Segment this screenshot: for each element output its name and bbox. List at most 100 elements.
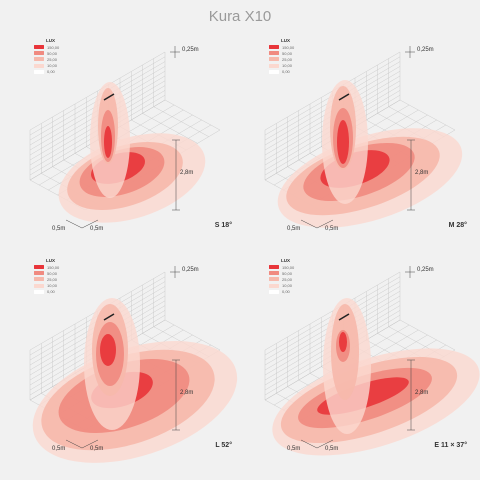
legend-value: 150,00	[47, 264, 60, 270]
dim-height: 2,8m	[180, 170, 194, 176]
legend-item: 50,00	[34, 270, 59, 276]
legend-value: 10,00	[282, 63, 293, 69]
dim-grid-left: 0,5m	[52, 226, 66, 232]
dim-grid-right: 0,5m	[325, 226, 339, 232]
luminaire	[338, 313, 350, 321]
legend-item: 25,00	[34, 56, 59, 62]
dim-grid-right: 0,5m	[90, 446, 104, 452]
legend-value: 50,00	[282, 270, 293, 276]
legend-item: 0,00	[269, 289, 294, 295]
legend-value: 25,00	[47, 56, 58, 62]
legend-value: 25,00	[47, 276, 58, 282]
legend-swatch	[269, 57, 279, 62]
legend-value: 150,00	[47, 44, 60, 50]
legend-item: 50,00	[269, 50, 294, 56]
legend-value: 0,00	[47, 289, 55, 295]
legend-swatch	[269, 277, 279, 282]
legend-value: 10,00	[47, 63, 58, 69]
beam-angle-label: M 28°	[448, 222, 467, 229]
legend-item: 50,00	[269, 270, 294, 276]
legend-item: 150,00	[34, 44, 59, 50]
legend-item: 150,00	[269, 264, 294, 270]
legend-value: 150,00	[282, 264, 295, 270]
diagram-svg	[264, 46, 463, 229]
diagram-panel-e: LUX 150,00 50,00 25,00 10,00 0,00 0,25m 2,8m 0,5…	[245, 250, 480, 470]
legend-swatch	[34, 265, 44, 270]
lux-legend: LUX 150,00 50,00 25,00 10,00 0,00	[269, 258, 294, 295]
legend-item: 10,00	[269, 283, 294, 289]
legend-swatch	[34, 283, 44, 288]
legend-value: 150,00	[282, 44, 295, 50]
legend-swatch	[269, 289, 279, 294]
legend-value: 10,00	[47, 283, 58, 289]
legend-swatch	[34, 69, 44, 74]
legend-item: 25,00	[269, 276, 294, 282]
dim-height: 2,8m	[415, 390, 429, 396]
wall-light-150	[100, 334, 116, 366]
legend-swatch	[34, 277, 44, 282]
legend-swatch	[269, 265, 279, 270]
legend-swatch	[34, 271, 44, 276]
dim-grid-left: 0,5m	[287, 446, 301, 452]
diagram-svg	[264, 266, 480, 456]
lux-legend: LUX 150,00 50,00 25,00 10,00 0,00	[269, 38, 294, 75]
legend-swatch	[269, 69, 279, 74]
legend-item: 25,00	[34, 276, 59, 282]
legend-swatch	[34, 51, 44, 56]
legend-item: 50,00	[34, 50, 59, 56]
legend-swatch	[34, 45, 44, 50]
wall-light-150	[339, 332, 347, 352]
lux-legend: LUX 150,00 50,00 25,00 10,00 0,00	[34, 258, 59, 295]
dim-top-offset: 0,25m	[417, 47, 434, 53]
legend-value: 0,00	[282, 289, 290, 295]
diagram-panel-l: LUX 150,00 50,00 25,00 10,00 0,00 0,25m 2,8m 0,5…	[10, 250, 240, 470]
dimension-lines	[65, 46, 180, 229]
legend-item: 150,00	[269, 44, 294, 50]
legend-item: 0,00	[34, 289, 59, 295]
legend-title: LUX	[46, 258, 55, 263]
legend-swatch	[34, 63, 44, 68]
dimension-lines	[300, 266, 415, 449]
legend-title: LUX	[281, 258, 290, 263]
dim-top-offset: 0,25m	[182, 267, 199, 273]
legend-item: 25,00	[269, 56, 294, 62]
legend-value: 50,00	[47, 50, 58, 56]
legend-title: LUX	[281, 38, 290, 43]
luminaire	[338, 93, 350, 101]
page-title: Kura X10	[208, 8, 272, 25]
wall-light-150	[104, 126, 112, 158]
legend-swatch	[269, 63, 279, 68]
legend-value: 50,00	[47, 270, 58, 276]
dim-grid-right: 0,5m	[325, 446, 339, 452]
legend-value: 25,00	[282, 56, 293, 62]
legend-item: 10,00	[269, 63, 294, 69]
legend-swatch	[269, 271, 279, 276]
legend-value: 0,00	[47, 69, 55, 75]
diagram-svg	[29, 266, 238, 463]
beam-angle-label: L 52°	[215, 442, 232, 449]
legend-item: 150,00	[34, 264, 59, 270]
legend-item: 0,00	[269, 69, 294, 75]
beam-angle-label: S 18°	[214, 222, 232, 229]
legend-swatch	[269, 45, 279, 50]
dim-height: 2,8m	[180, 390, 194, 396]
legend-item: 10,00	[34, 283, 59, 289]
diagram-panel-s: LUX 150,00 50,00 25,00 10,00 0,00 0,25m 2,8m 0,5…	[10, 30, 240, 250]
dimension-lines	[65, 266, 180, 449]
dim-grid-left: 0,5m	[52, 446, 66, 452]
diagram-svg	[29, 46, 221, 229]
legend-title: LUX	[46, 38, 55, 43]
legend-value: 50,00	[282, 50, 293, 56]
dim-grid-left: 0,5m	[287, 226, 301, 232]
dim-grid-right: 0,5m	[90, 226, 104, 232]
luminaire	[103, 313, 115, 321]
legend-item: 0,00	[34, 69, 59, 75]
legend-swatch	[269, 51, 279, 56]
dimension-lines	[300, 46, 415, 229]
lux-legend: LUX 150,00 50,00 25,00 10,00 0,00	[34, 38, 59, 75]
beam-angle-label: E 11 × 37°	[434, 442, 467, 449]
luminaire	[103, 93, 115, 101]
diagram-panel-m: LUX 150,00 50,00 25,00 10,00 0,00 0,25m 2,8m 0,5…	[245, 30, 475, 250]
dim-top-offset: 0,25m	[417, 267, 434, 273]
legend-item: 10,00	[34, 63, 59, 69]
